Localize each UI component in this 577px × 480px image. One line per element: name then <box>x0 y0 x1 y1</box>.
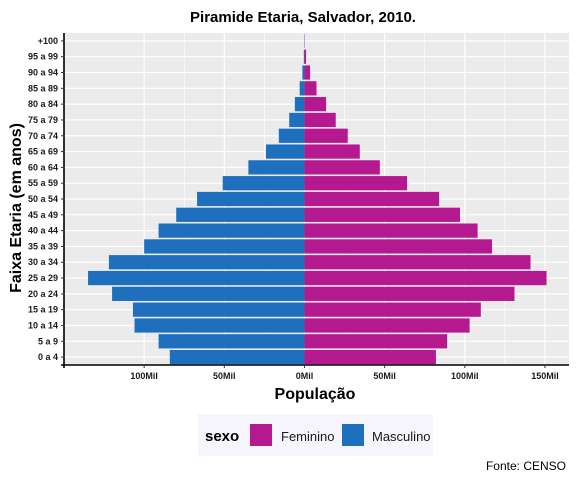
bar-feminino <box>304 191 440 207</box>
bar-feminino <box>304 223 478 238</box>
legend-key-feminino <box>250 424 272 446</box>
x-tick-label: 100Mil <box>451 371 479 381</box>
y-tick-label: 65 a 69 <box>28 147 58 157</box>
bar-feminino <box>304 255 531 270</box>
y-axis-title: Faixa Etaria (em anos) <box>8 123 25 293</box>
bar-feminino <box>304 270 547 286</box>
x-tick-label: 0Mil <box>296 371 314 381</box>
legend: sexo Feminino Masculino <box>198 414 433 456</box>
bar-feminino <box>304 128 348 143</box>
y-tick-label: 15 a 19 <box>28 305 58 315</box>
bar-masculino <box>144 239 305 254</box>
bar-feminino <box>304 349 436 365</box>
y-tick-label: 90 a 94 <box>28 68 58 78</box>
bar-feminino <box>304 81 317 96</box>
y-tick-label: +100 <box>38 36 58 46</box>
y-tick-label: 30 a 34 <box>28 257 58 267</box>
legend-label-feminino: Feminino <box>281 429 334 444</box>
y-tick-label: 55 a 59 <box>28 178 58 188</box>
y-tick-label: 85 a 89 <box>28 83 58 93</box>
bar-masculino <box>303 49 305 64</box>
bar-feminino <box>304 286 515 301</box>
bar-feminino <box>304 160 380 175</box>
bar-feminino <box>304 49 307 64</box>
bar-masculino <box>176 207 305 222</box>
bar-masculino <box>278 128 305 143</box>
bar-feminino <box>304 334 448 349</box>
bar-masculino <box>302 65 305 80</box>
bar-masculino <box>169 349 305 365</box>
bar-masculino <box>132 302 305 317</box>
y-tick-label: 45 a 49 <box>28 210 58 220</box>
bar-masculino <box>158 223 305 238</box>
bar-masculino <box>158 334 305 349</box>
y-tick-label: 50 a 54 <box>28 194 58 204</box>
y-tick-label: 40 a 44 <box>28 226 58 236</box>
bar-masculino <box>266 144 305 159</box>
bar-masculino <box>248 160 305 175</box>
y-tick-label: 60 a 64 <box>28 162 58 172</box>
y-tick-label: 70 a 74 <box>28 131 58 141</box>
y-tick-label: 10 a 14 <box>28 320 58 330</box>
x-tick-label: 150Mil <box>531 371 559 381</box>
y-tick-label: 35 a 39 <box>28 241 58 251</box>
x-tick-label: 100Mil <box>130 371 158 381</box>
bar-feminino <box>304 176 408 191</box>
caption-source: Fonte: CENSO <box>486 459 566 473</box>
bar-masculino <box>197 191 305 207</box>
y-tick-label: 20 a 24 <box>28 289 58 299</box>
legend-label-masculino: Masculino <box>372 429 431 444</box>
axes: 0 a 4 5 a 9 10 a 14 15 a 19 20 a 24 25 a 29 30… <box>28 33 569 381</box>
legend-key-masculino <box>342 424 364 446</box>
legend-box <box>198 414 433 456</box>
bar-feminino <box>304 318 470 333</box>
y-tick-label: 80 a 84 <box>28 99 58 109</box>
legend-title: sexo <box>205 428 239 445</box>
bar-masculino <box>299 81 305 96</box>
x-tick-label: 50Mil <box>373 371 396 381</box>
bar-masculino <box>222 176 305 191</box>
y-tick-label: 95 a 99 <box>28 52 58 62</box>
bar-feminino <box>304 65 311 80</box>
y-tick-label: 5 a 9 <box>38 336 58 346</box>
y-tick-label: 75 a 79 <box>28 115 58 125</box>
y-tick-label: 25 a 29 <box>28 273 58 283</box>
x-axis-title: População <box>275 386 356 403</box>
chart-title: Piramide Etaria, Salvador, 2010. <box>190 9 416 26</box>
bar-masculino <box>294 97 305 112</box>
bar-feminino <box>304 207 460 222</box>
x-tick-label: 50Mil <box>213 371 236 381</box>
y-tick-label: 0 a 4 <box>38 352 58 362</box>
bar-masculino <box>108 255 305 270</box>
bar-masculino <box>134 318 305 333</box>
bar-feminino <box>304 97 327 112</box>
bar-feminino <box>304 144 360 159</box>
bar-masculino <box>88 270 305 286</box>
bar-masculino <box>112 286 305 301</box>
bar-feminino <box>304 239 493 254</box>
bars <box>88 33 547 365</box>
bar-feminino <box>304 112 336 128</box>
bar-masculino <box>289 112 305 128</box>
bar-feminino <box>304 302 481 317</box>
